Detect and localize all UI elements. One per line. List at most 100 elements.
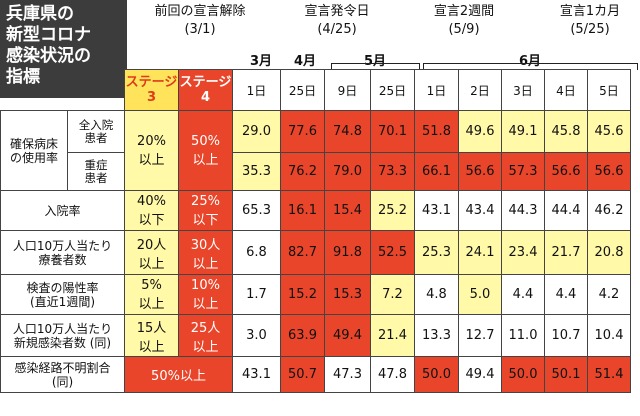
table-row: 重症 患者 35.3 76.2 79.0 73.3 66.1 56.6 57.3 56.6 56.6 xyxy=(1,152,631,191)
stage3-header: ステージ 3 xyxy=(124,69,179,111)
annotation-text: 宣言1カ月 xyxy=(559,4,621,19)
month-label-may: 5月 xyxy=(363,54,387,69)
label-line: 以上 xyxy=(192,339,219,355)
row-label: 検査の陽性率 (直近1週間) xyxy=(0,274,125,315)
value-cell: 50.7 xyxy=(280,356,325,393)
table-row: 確保病床 の使用率 全入院 患者 20% 以上 50% 以上 29.0 77.6 74.8 70.1 5… xyxy=(0,110,631,191)
label-line: 患者 xyxy=(84,170,108,185)
label-line: 全入院 xyxy=(78,117,114,132)
stage4-header: ステージ 4 xyxy=(178,69,233,111)
row-label: 人口10万人当たり 療養者数 xyxy=(0,230,125,275)
day-header: 1日 xyxy=(232,69,281,111)
stage3-threshold: 20人 以上 xyxy=(124,230,179,275)
value-cell: 44.4 xyxy=(544,190,588,231)
value-cell: 23.4 xyxy=(501,230,545,275)
label-line: 人口10万人当たり xyxy=(12,238,113,253)
stage-label: ステージ xyxy=(179,75,232,90)
row-group-label: 確保病床 の使用率 xyxy=(0,110,68,191)
label-line: 確保病床 xyxy=(9,136,58,151)
label-line: 20人 xyxy=(136,237,167,253)
label-line: 人口10万人当たり xyxy=(12,321,113,336)
annotation-one-month: 宣言1カ月 (5/25) xyxy=(540,3,640,39)
label-line: 感染経路不明割合 xyxy=(14,360,111,375)
annotation-text: 宣言発令日 xyxy=(304,4,370,19)
title-line: 新型コロナ xyxy=(6,25,91,45)
stage3-threshold: 40% 以下 xyxy=(124,190,179,231)
label-line: 重症 xyxy=(84,157,108,172)
value-cell: 49.6 xyxy=(458,110,502,153)
table-row: 人口10万人当たり 療養者数 20人 以上 30人 以上 6.8 82.7 91.8 52.5 25… xyxy=(0,230,631,275)
value-cell: 56.6 xyxy=(544,152,588,191)
annotation-prev-lift: 前回の宣言解除 (3/1) xyxy=(130,3,270,39)
row-sub-label: 全入院 患者 xyxy=(67,110,125,153)
value-cell: 21.4 xyxy=(370,314,415,357)
label-line: 50% xyxy=(191,133,220,149)
stage-number: 4 xyxy=(200,90,211,105)
value-cell: 4.2 xyxy=(587,274,631,315)
value-cell: 15.4 xyxy=(324,190,371,231)
label-line: 30人 xyxy=(190,237,221,253)
day-header: 5日 xyxy=(587,69,631,111)
value-cell: 76.2 xyxy=(280,152,325,191)
label-line: 以下 xyxy=(192,212,219,228)
value-cell: 91.8 xyxy=(324,230,371,275)
value-cell: 63.9 xyxy=(280,314,325,357)
value-cell: 65.3 xyxy=(232,190,281,231)
day-header: 2日 xyxy=(458,69,502,111)
value-cell: 51.4 xyxy=(587,356,631,393)
row-sub-label: 重症 患者 xyxy=(67,152,125,191)
value-cell: 43.4 xyxy=(458,190,502,231)
table-row: 感染経路不明割合 (同) 50%以上 43.1 50.7 47.3 47.8 50.0 49.4… xyxy=(0,356,631,393)
value-cell: 49.4 xyxy=(324,314,371,357)
label-line: 療養者数 xyxy=(38,252,87,267)
value-cell: 50.1 xyxy=(544,356,588,393)
label-line: 10% xyxy=(191,277,220,293)
label-line: の使用率 xyxy=(9,150,58,165)
day-header: 25日 xyxy=(280,69,325,111)
value-cell: 45.6 xyxy=(587,110,631,153)
value-cell: 74.8 xyxy=(324,110,371,153)
month-bracket-june xyxy=(423,63,638,70)
label-line: 患者 xyxy=(84,130,108,145)
value-cell: 7.2 xyxy=(370,274,415,315)
value-cell: 13.3 xyxy=(414,314,459,357)
value-cell: 21.7 xyxy=(544,230,588,275)
stage-number: 3 xyxy=(146,90,157,105)
value-cell: 52.5 xyxy=(370,230,415,275)
value-cell: 51.8 xyxy=(414,110,459,153)
row-label: 感染経路不明割合 (同) xyxy=(0,356,125,393)
value-cell: 79.0 xyxy=(324,152,371,191)
stage4-threshold: 25% 以下 xyxy=(178,190,233,231)
value-cell: 4.4 xyxy=(544,274,588,315)
value-cell: 47.3 xyxy=(324,356,371,393)
value-cell: 57.3 xyxy=(501,152,545,191)
stage4-threshold: 10% 以上 xyxy=(178,274,233,315)
value-cell: 46.2 xyxy=(587,190,631,231)
value-cell: 20.8 xyxy=(587,230,631,275)
label-line: 以上 xyxy=(138,152,165,168)
value-cell: 5.0 xyxy=(458,274,502,315)
value-cell: 82.7 xyxy=(280,230,325,275)
table-row: 検査の陽性率 (直近1週間) 5% 以上 10% 以上 1.7 15.2 15.3 7.2 4.8 5… xyxy=(0,274,631,315)
day-header: 25日 xyxy=(370,69,415,111)
stage3-threshold: 15人 以上 xyxy=(124,314,179,357)
infographic-title: 兵庫県の 新型コロナ 感染状況の 指標 xyxy=(0,0,127,98)
label-line: 検査の陽性率 xyxy=(26,280,99,295)
day-header: 4日 xyxy=(544,69,588,111)
stage-label: ステージ xyxy=(125,75,178,90)
value-cell: 66.1 xyxy=(414,152,459,191)
stage3-threshold: 5% 以上 xyxy=(124,274,179,315)
title-line: 兵庫県の xyxy=(6,4,74,24)
annotation-text: 前回の宣言解除 xyxy=(154,4,246,19)
value-cell: 1.7 xyxy=(232,274,281,315)
label-line: (直近1週間) xyxy=(30,294,95,309)
day-header: 3日 xyxy=(501,69,545,111)
label-line: 20% xyxy=(137,133,166,149)
stage-threshold-merged: 50%以上 xyxy=(124,356,233,393)
stage4-threshold: 30人 以上 xyxy=(178,230,233,275)
row-label: 人口10万人当たり 新規感染者数 (同) xyxy=(0,314,125,357)
label-line: 15人 xyxy=(136,320,167,336)
value-cell: 24.1 xyxy=(458,230,502,275)
value-cell: 10.4 xyxy=(587,314,631,357)
title-line: 感染状況の xyxy=(6,46,91,66)
